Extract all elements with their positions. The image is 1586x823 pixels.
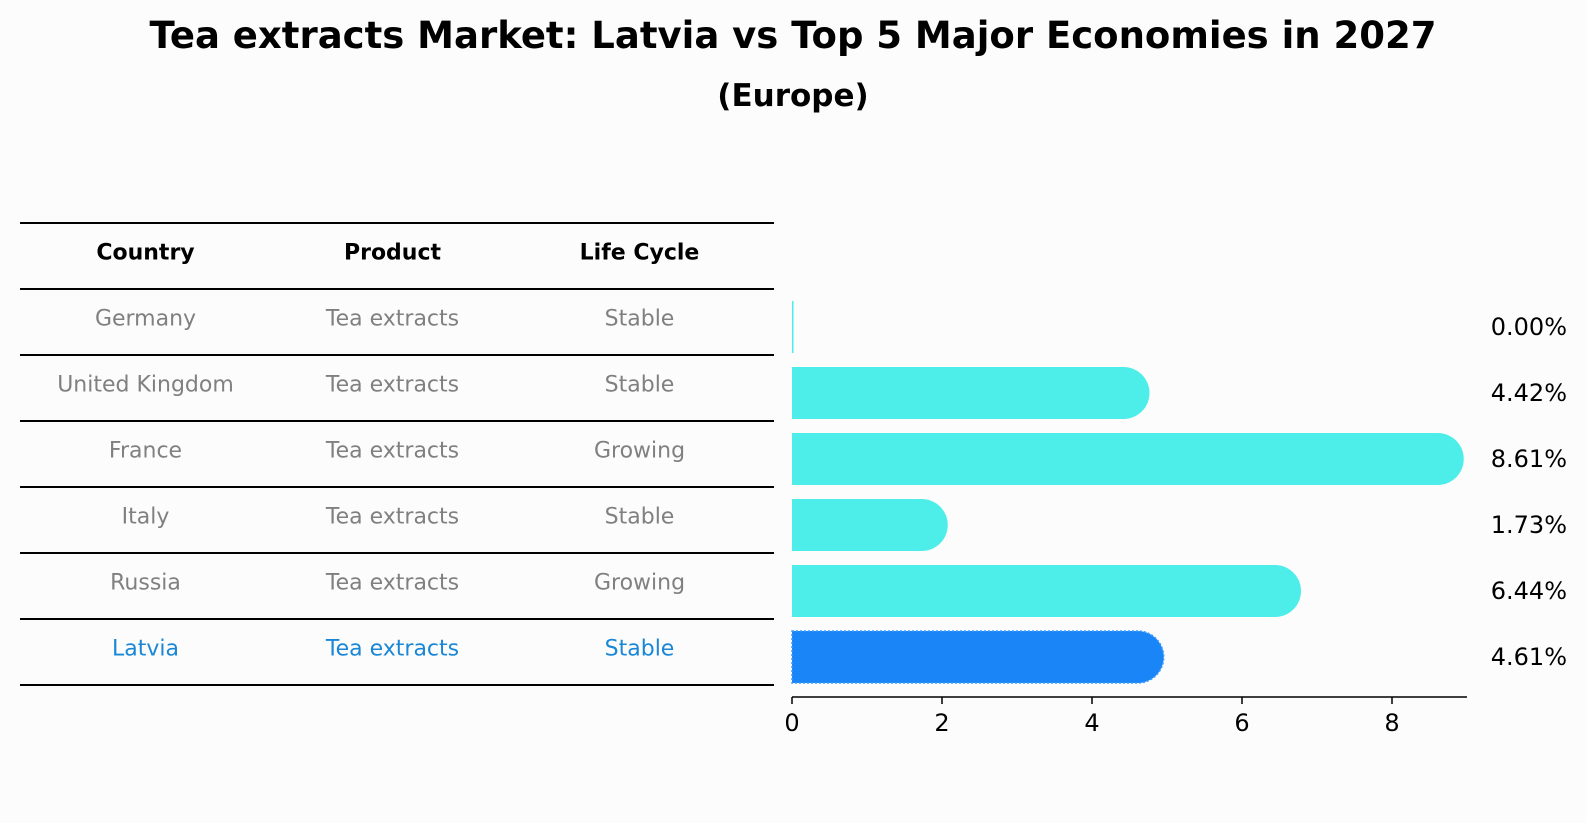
table-rule (20, 288, 774, 290)
value-label: 8.61% (1491, 445, 1567, 473)
cell-product: Tea extracts (325, 306, 460, 332)
cell-country-highlight: Latvia (112, 636, 179, 662)
cell-product: Tea extracts (325, 372, 460, 398)
table-rule (20, 618, 774, 620)
table-rule (20, 684, 774, 686)
x-tick-label: 0 (784, 709, 799, 737)
cell-life-cycle: Stable (604, 372, 675, 398)
value-label: 6.44% (1491, 577, 1567, 605)
cell-product: Tea extracts (325, 570, 460, 596)
bar-italy (792, 499, 948, 551)
table-rule (20, 552, 774, 554)
header-country: Country (96, 240, 195, 266)
value-label: 4.42% (1491, 379, 1567, 407)
cell-life-cycle: Growing (593, 570, 686, 596)
x-tick-label: 8 (1384, 709, 1399, 737)
chart-subtitle: (Europe) (717, 78, 869, 114)
cell-country: United Kingdom (57, 372, 234, 398)
bar-france (792, 433, 1464, 485)
chart-title: Tea extracts Market: Latvia vs Top 5 Maj… (149, 14, 1437, 57)
header-product: Product (343, 240, 442, 266)
value-label: 1.73% (1491, 511, 1567, 539)
x-tick-label: 2 (934, 709, 949, 737)
x-tick-label: 6 (1234, 709, 1249, 737)
bar-russia (792, 565, 1301, 617)
bar-united-kingdom (792, 367, 1150, 419)
table-rule (20, 486, 774, 488)
value-label: 4.61% (1491, 643, 1567, 671)
table-rule (20, 420, 774, 422)
table-rule (20, 354, 774, 356)
x-tick-label: 4 (1084, 709, 1099, 737)
cell-life-cycle: Stable (604, 504, 675, 530)
cell-country: Italy (121, 504, 170, 530)
cell-product: Tea extracts (325, 504, 460, 530)
bar-germany (792, 301, 794, 353)
cell-country: France (108, 438, 183, 464)
cell-product-highlight: Tea extracts (325, 636, 460, 662)
value-label: 0.00% (1491, 313, 1567, 341)
table-rule (20, 222, 774, 224)
cell-country: Russia (110, 570, 181, 596)
header-life-cycle: Life Cycle (579, 240, 700, 266)
cell-product: Tea extracts (325, 438, 460, 464)
cell-life-cycle: Growing (593, 438, 686, 464)
cell-life-cycle: Stable (604, 306, 675, 332)
cell-country: Germany (94, 306, 197, 332)
cell-life-cycle-highlight: Stable (604, 636, 675, 662)
bar-latvia (791, 630, 1165, 684)
